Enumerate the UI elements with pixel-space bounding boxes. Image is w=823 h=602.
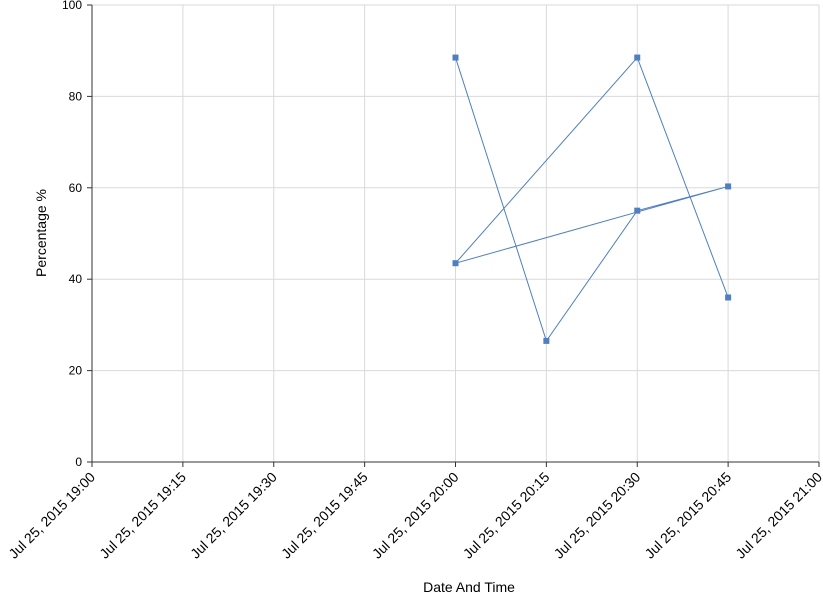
point-marker — [725, 294, 732, 301]
y-tick-label: 40 — [69, 272, 83, 286]
y-tick-label: 0 — [75, 455, 82, 469]
x-tick-label: Jul 25, 2015 19:45 — [278, 469, 371, 562]
point-marker — [452, 260, 459, 267]
point-marker — [634, 207, 641, 214]
x-tick-label: Jul 25, 2015 20:30 — [551, 469, 644, 562]
point-marker — [725, 183, 732, 190]
x-axis-title: Date And Time — [423, 579, 515, 595]
y-tick-label: 100 — [62, 0, 82, 12]
point-marker — [543, 337, 550, 344]
y-axis-title: Percentage % — [33, 189, 49, 277]
x-tick-label: Jul 25, 2015 20:15 — [460, 469, 553, 562]
y-tick-label: 80 — [69, 89, 83, 103]
series-line — [454, 56, 729, 343]
point-marker — [452, 54, 459, 61]
y-tick-label: 60 — [69, 181, 83, 195]
x-tick-label: Jul 25, 2015 19:30 — [187, 469, 280, 562]
x-tick-label: Jul 25, 2015 20:45 — [641, 469, 734, 562]
x-tick-label: Jul 25, 2015 19:15 — [96, 469, 189, 562]
x-tick-label: Jul 25, 2015 20:00 — [369, 469, 462, 562]
y-tick-label: 20 — [69, 364, 83, 378]
x-tick-label: Jul 25, 2015 21:00 — [732, 469, 823, 562]
x-tick-label: Jul 25, 2015 19:00 — [5, 469, 98, 562]
point-marker — [634, 54, 641, 61]
